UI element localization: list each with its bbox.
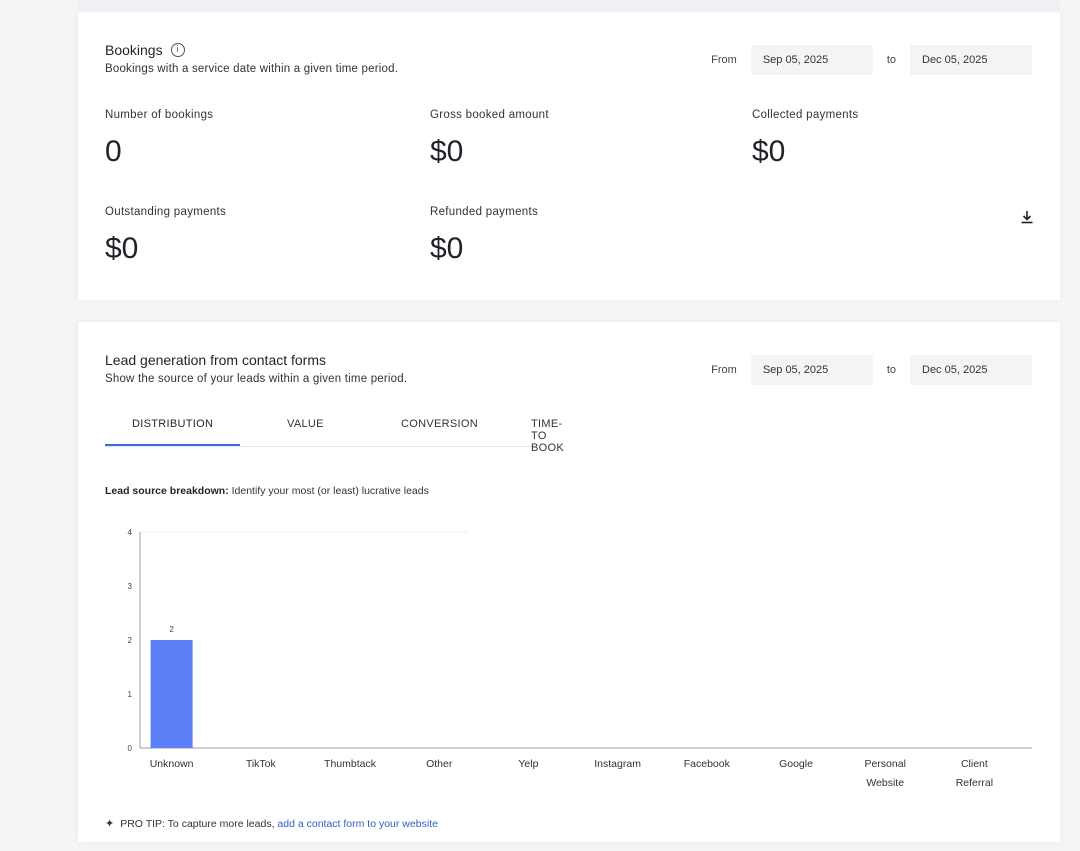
y-tick-label: 0 [128,744,133,753]
sparkle-icon: ✦ [105,817,115,830]
metric-value: $0 [752,135,786,168]
to-label: to [886,364,896,376]
add-contact-form-link[interactable]: add a contact form to your website [277,817,438,830]
to-label: to [886,54,896,66]
breakdown-text: Identify your most (or least) lucrative … [228,485,429,497]
metric-label: Refunded payments [430,206,539,218]
pro-tip: ✦ PRO TIP: To capture more leads, add a … [105,817,438,830]
metric-refunded-payments: Refunded payments $0 [430,206,538,266]
y-tick-label: 3 [128,582,133,591]
tab-distribution[interactable]: DISTRIBUTION [132,418,214,430]
x-tick-label: Yelp [518,758,538,770]
tab-conversion[interactable]: CONVERSION [401,418,478,430]
leads-date-range: From Sep 05, 2025 to Dec 05, 2025 [711,355,1032,385]
info-icon[interactable]: i [170,43,185,57]
metric-outstanding-payments: Outstanding payments $0 [105,206,226,266]
leads-title-row: Lead generation from contact forms [105,352,326,368]
x-tick-label: TikTok [246,758,277,770]
metric-value: $0 [105,232,139,265]
x-tick-label: Website [866,777,904,789]
top-strip [78,0,1060,10]
y-tick-label: 2 [128,636,133,645]
breakdown-bold: Lead source breakdown: [105,485,229,497]
bar [150,640,193,748]
lead-source-bar-chart: 0 1 2 3 4 2 Unknown TikTok Thumbtack Other Yelp Ins… [128,528,1032,789]
to-date-field[interactable]: Dec 05, 2025 [910,355,1032,385]
data-label: 2 [169,625,174,634]
tab-value[interactable]: VALUE [287,418,324,430]
x-tick-label: Personal [864,758,905,770]
bookings-subtitle: Bookings with a service date within a gi… [105,63,399,75]
x-tick-label: Instagram [594,758,641,770]
pro-tip-text: To capture more leads, [164,817,278,830]
bookings-title-row: Bookings i [105,42,185,58]
metric-value: $0 [430,135,464,168]
breakdown-caption: Lead source breakdown: Identify your mos… [105,485,429,497]
x-tick-label: Referral [956,777,993,789]
to-date-field[interactable]: Dec 05, 2025 [910,45,1032,75]
leads-card: Lead generation from contact forms Show … [78,322,1060,842]
x-tick-label: Client [961,758,988,770]
bookings-title: Bookings [105,42,163,58]
leads-subtitle: Show the source of your leads within a g… [105,373,408,385]
metric-value: 0 [105,135,122,168]
pro-tip-label: PRO TIP: [120,817,165,830]
x-tick-label: Other [426,758,453,770]
x-tick-label: Google [779,758,813,770]
metric-value: $0 [430,232,464,265]
active-tab-underline [105,444,240,446]
bookings-card: Bookings i Bookings with a service date … [78,12,1060,300]
bookings-date-range: From Sep 05, 2025 to Dec 05, 2025 [711,45,1032,75]
from-label: From [711,54,737,66]
metric-label: Outstanding payments [105,206,227,218]
download-icon[interactable] [1020,210,1034,224]
x-tick-label: Unknown [150,758,194,770]
metric-gross-booked-amount: Gross booked amount $0 [430,109,549,169]
metric-label: Gross booked amount [430,109,549,121]
leads-title: Lead generation from contact forms [105,352,327,368]
metric-number-of-bookings: Number of bookings 0 [105,109,213,169]
from-date-field[interactable]: Sep 05, 2025 [750,45,873,75]
metric-collected-payments: Collected payments $0 [752,109,858,169]
metric-label: Collected payments [752,109,859,121]
y-tick-label: 1 [128,690,133,699]
metric-label: Number of bookings [105,109,214,121]
y-tick-label: 4 [128,528,133,537]
leads-tabs: DISTRIBUTION VALUE CONVERSION TIME-TO BO… [105,412,564,454]
x-tick-label: Facebook [684,758,731,770]
from-date-field[interactable]: Sep 05, 2025 [750,355,873,385]
tab-time-to-book[interactable]: TIME-TO BOOK [531,418,564,454]
x-tick-label: Thumbtack [324,758,377,770]
from-label: From [711,364,737,376]
